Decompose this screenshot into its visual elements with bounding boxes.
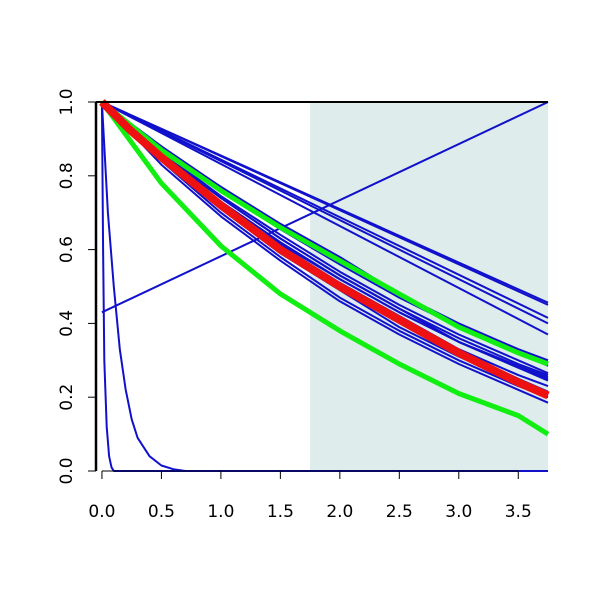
x-tick-label-3.0: 3.0 xyxy=(445,502,472,522)
y-tick-label-1.0: 1.0 xyxy=(57,88,77,115)
series-line-8 xyxy=(101,101,549,336)
x-tick-label-0.0: 0.0 xyxy=(88,502,115,522)
series-line-1 xyxy=(101,101,549,314)
series-line-3 xyxy=(100,101,548,472)
y-tick-label-0.2: 0.2 xyxy=(57,384,77,411)
series-layer xyxy=(99,99,550,472)
series-line-24 xyxy=(99,99,550,400)
series-line-14 xyxy=(101,101,549,375)
y-tick-label-0.0: 0.0 xyxy=(57,457,77,484)
y-tick-label-0.4: 0.4 xyxy=(57,310,77,337)
x-tick-label-2.0: 2.0 xyxy=(326,502,353,522)
series-line-7 xyxy=(101,101,549,325)
series-line-22 xyxy=(99,100,550,437)
x-tick-label-1.5: 1.5 xyxy=(267,502,294,522)
x-tick-label-2.5: 2.5 xyxy=(386,502,413,522)
series-line-2 xyxy=(100,101,548,472)
series-line-5 xyxy=(101,101,549,306)
series-line-23 xyxy=(100,100,549,367)
y-tick-label-0.6: 0.6 xyxy=(57,236,77,263)
x-tick-label-0.5: 0.5 xyxy=(148,502,175,522)
x-tick-label-1.0: 1.0 xyxy=(207,502,234,522)
series-line-13 xyxy=(101,101,549,404)
x-tick-label-3.5: 3.5 xyxy=(505,502,532,522)
axis-layer: 0.0 0.5 1.0 1.5 2.0 2.5 3.0 3.5 0.0 0.2 0.4 0.6 0.8 1… xyxy=(57,88,548,522)
y-tick-label-0.8: 0.8 xyxy=(57,162,77,189)
